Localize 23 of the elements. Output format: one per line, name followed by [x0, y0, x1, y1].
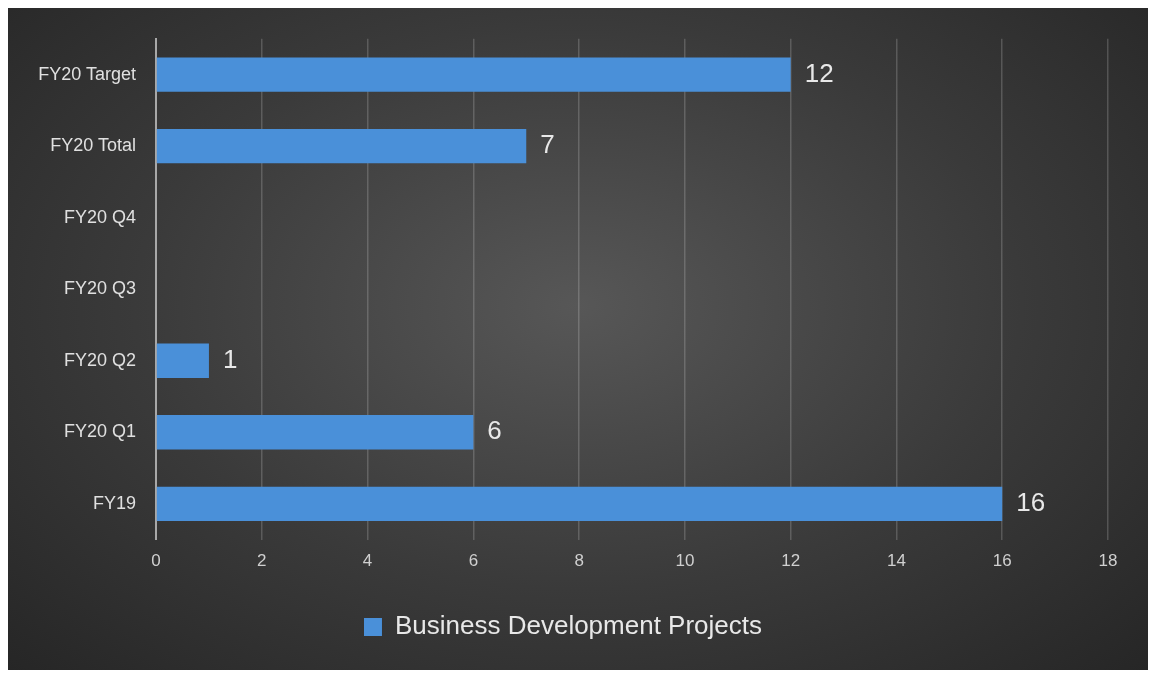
x-tick-label: 16	[992, 551, 1012, 571]
y-tick-label: FY20 Q3	[64, 278, 137, 299]
data-label: 7	[540, 129, 555, 160]
y-tick-label: FY20 Q1	[64, 421, 137, 442]
x-tick-label: 2	[257, 551, 267, 571]
y-tick-label: FY19	[93, 492, 137, 513]
data-label: 1	[222, 343, 238, 374]
data-label: 16	[1016, 487, 1046, 517]
x-tick-label: 10	[675, 551, 695, 571]
data-label: 12	[804, 57, 834, 88]
x-tick-label: 8	[574, 551, 584, 571]
y-tick-label: FY20 Q4	[64, 206, 137, 227]
x-tick-label: 14	[886, 551, 906, 571]
x-tick-label: 18	[1098, 551, 1118, 571]
data-label: 6	[487, 415, 502, 446]
y-tick-label: FY20 Target	[38, 63, 137, 84]
x-tick-label: 0	[151, 551, 161, 571]
x-tick-label: 12	[781, 551, 801, 571]
legend-label: Business Development Projects	[394, 610, 763, 641]
y-tick-label: FY20 Q2	[64, 349, 137, 370]
x-tick-label: 6	[468, 551, 479, 571]
y-tick-label: FY20 Total	[50, 135, 137, 156]
x-tick-label: 4	[362, 551, 373, 571]
